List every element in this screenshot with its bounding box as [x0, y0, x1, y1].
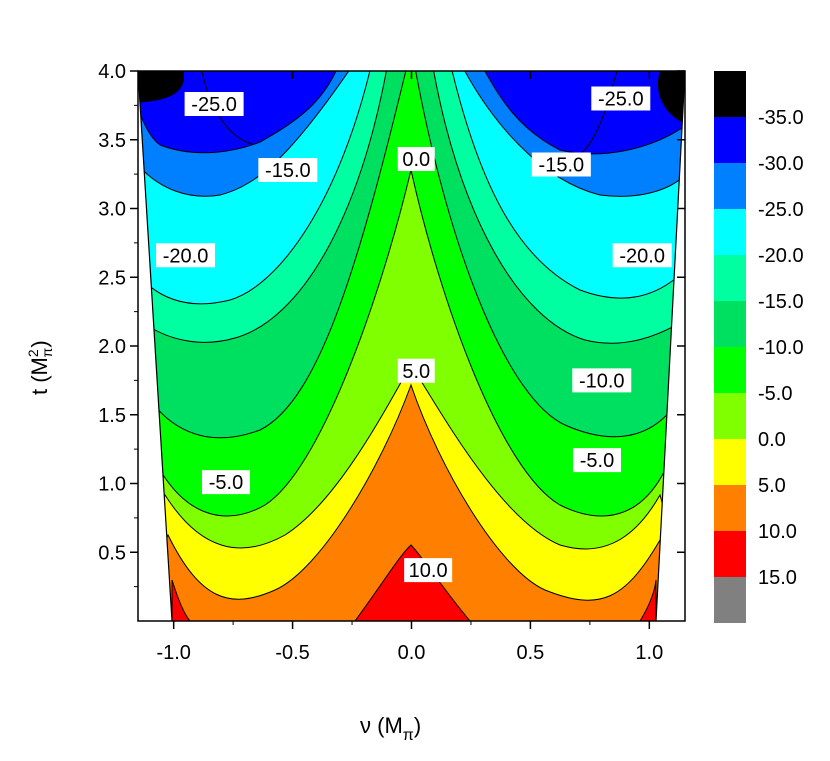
contour-label-bg: [397, 358, 435, 383]
y-tick-label: 3.0: [98, 199, 126, 221]
legend-label: -15.0: [758, 291, 804, 313]
legend-label: 5.0: [758, 475, 786, 497]
legend-swatch: [714, 393, 746, 439]
contour-label: -15.0: [539, 155, 585, 177]
legend-label: -30.0: [758, 153, 804, 175]
legend-swatch: [714, 209, 746, 255]
contour-label-bg: [531, 152, 591, 177]
legend-swatch: [714, 531, 746, 577]
band-plus-10: [138, 383, 685, 621]
y-tick-label: 4.0: [98, 61, 126, 83]
y-tick-label: 2.0: [98, 336, 126, 358]
band-plus-15: [171, 544, 657, 621]
contour-label: 5.0: [402, 361, 430, 383]
x-tick-label: 0.0: [398, 642, 426, 664]
y-tick-label: 2.5: [98, 267, 126, 289]
x-tick-label: 0.5: [517, 642, 545, 664]
contour-label-bg: [612, 243, 672, 268]
contour-label-bg: [397, 147, 435, 171]
contour-label: -20.0: [619, 245, 665, 267]
contour-label: 0.0: [402, 149, 430, 171]
legend-label: -5.0: [758, 383, 792, 405]
contour-label: 10.0: [409, 560, 448, 582]
contour-label-bg: [258, 158, 318, 182]
x-tick-label: 1.0: [635, 642, 663, 664]
legend-swatch: [714, 117, 746, 163]
contour-label: -10.0: [579, 370, 625, 392]
legend-label: -20.0: [758, 245, 804, 267]
contour-label-bg: [184, 92, 244, 116]
legend-label: -25.0: [758, 199, 804, 221]
contour-label-bg: [573, 448, 622, 473]
contour-label: -20.0: [163, 245, 209, 267]
legend-swatch: [714, 71, 746, 117]
legend-label: 10.0: [758, 521, 797, 543]
contour-label: -25.0: [191, 94, 237, 116]
legend-label: 0.0: [758, 429, 786, 451]
contour-label-bg: [404, 558, 453, 583]
contour-label-bg: [156, 243, 216, 268]
contour-label: -5.0: [209, 472, 243, 494]
contour-label: -15.0: [265, 160, 311, 182]
x-axis-title: ν (Mπ): [360, 713, 421, 744]
y-tick-label: 1.5: [98, 405, 126, 427]
legend-swatch: [714, 255, 746, 301]
legend-swatch: [714, 485, 746, 531]
legend-swatch: [714, 347, 746, 393]
legend-swatch: [714, 577, 746, 623]
legend-swatch: [714, 163, 746, 209]
x-tick-label: -0.5: [275, 642, 309, 664]
contour-labels: -25.0 -25.0 0.0 -15.0 -15.0 -20.0 -20.0 5.0 -10.…: [156, 86, 672, 583]
boundary-line-right: [655, 70, 686, 622]
legend-swatch: [714, 301, 746, 347]
x-tick-label: -1.0: [156, 642, 190, 664]
y-axis-title: t (M2π): [25, 340, 55, 395]
y-tick-label: 0.5: [98, 542, 126, 564]
plot-area: [130, 70, 690, 622]
boundary-line-left: [137, 70, 173, 622]
contour-label-bg: [201, 470, 250, 495]
contour-label: -5.0: [580, 450, 614, 472]
legend-label: -35.0: [758, 107, 804, 129]
contour-label-bg: [572, 368, 632, 393]
outside-region-left: [130, 71, 172, 621]
axes: -1.0 -0.5 0.0 0.5 1.0 0.5 1.0 1.5 2.0 2.5 3.0 3.5 4.…: [98, 61, 686, 664]
legend-label: 15.0: [758, 567, 797, 589]
color-legend: -35.0 -30.0 -25.0 -20.0 -15.0 -10.0 -5.0 0.0 5.0…: [714, 71, 804, 623]
band-corner-deep: [138, 71, 685, 129]
y-tick-label: 3.5: [98, 130, 126, 152]
legend-label: -10.0: [758, 337, 804, 359]
contour-label-bg: [591, 86, 651, 111]
y-tick-label: 1.0: [98, 474, 126, 496]
contour-label: -25.0: [598, 89, 644, 111]
legend-swatch: [714, 439, 746, 485]
